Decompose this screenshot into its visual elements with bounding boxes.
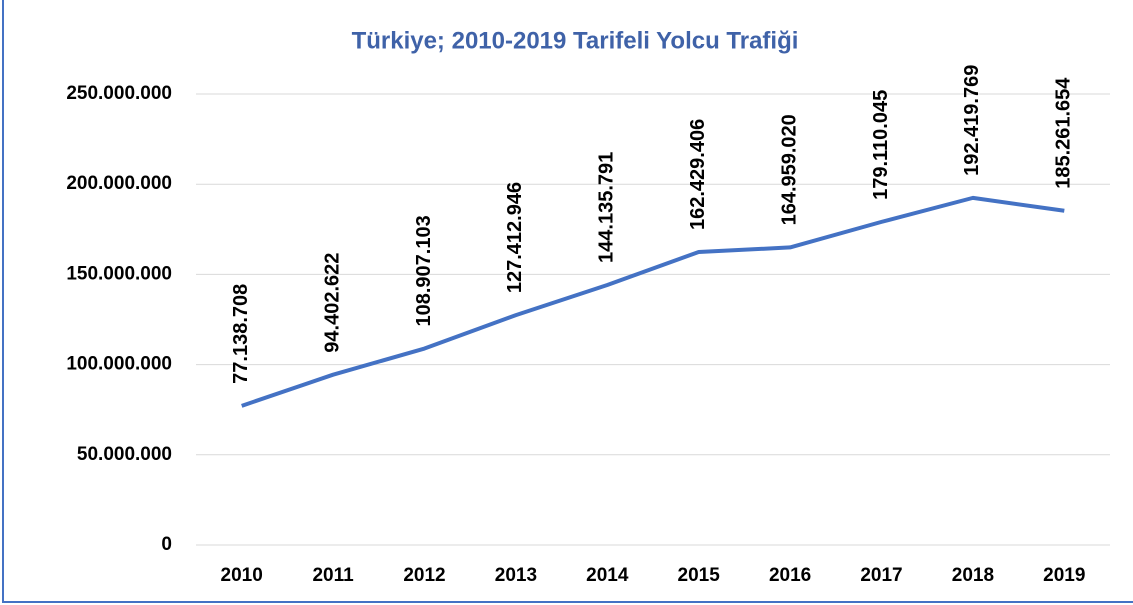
data-label: 94.402.622 [321, 253, 343, 353]
chart-title: Türkiye; 2010-2019 Tarifeli Yolcu Trafiğ… [352, 27, 799, 54]
data-label: 192.419.769 [961, 65, 983, 176]
y-tick-label: 50.000.000 [77, 444, 172, 465]
data-label: 164.959.020 [778, 114, 800, 225]
data-label: 144.135.791 [596, 152, 618, 263]
x-tick-label: 2014 [586, 565, 629, 586]
data-label: 127.412.946 [504, 182, 526, 293]
y-tick-label: 200.000.000 [66, 173, 172, 194]
x-tick-label: 2012 [403, 565, 445, 586]
y-tick-label: 250.000.000 [66, 83, 172, 104]
data-label: 108.907.103 [413, 215, 435, 326]
x-tick-label: 2018 [952, 565, 994, 586]
y-tick-label: 100.000.000 [66, 354, 172, 375]
line [241, 195, 1065, 408]
data-label: 77.138.708 [230, 284, 252, 384]
x-tick-label: 2017 [860, 565, 902, 586]
y-tick-label: 150.000.000 [66, 263, 172, 284]
data-label: 179.110.045 [870, 90, 892, 200]
x-tick-label: 2011 [312, 565, 354, 586]
x-tick-label: 2019 [1043, 565, 1085, 586]
x-tick-label: 2015 [678, 565, 721, 586]
data-label: 185.261.654 [1053, 77, 1075, 189]
data-label: 162.429.406 [687, 119, 709, 230]
x-tick-label: 2013 [495, 565, 537, 586]
x-tick-label: 2016 [769, 565, 811, 586]
x-tick-label: 2010 [221, 565, 263, 586]
y-tick-label: 0 [161, 534, 172, 555]
